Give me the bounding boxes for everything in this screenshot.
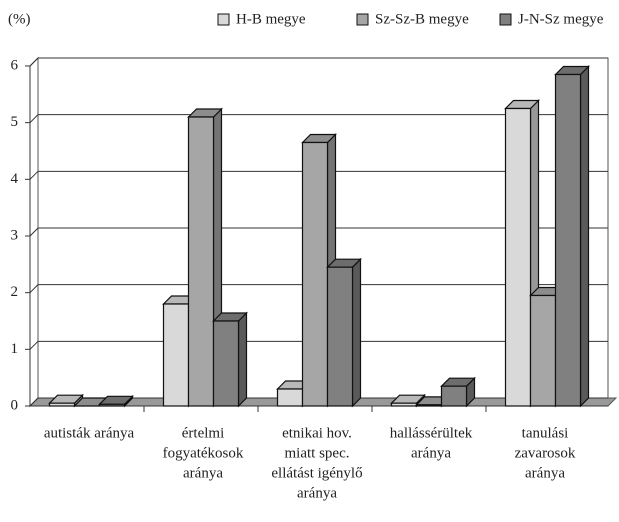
- bar-front: [276, 388, 304, 407]
- grid-line: [29, 284, 608, 294]
- legend-swatch: [217, 13, 230, 26]
- x-tick-label: etnikai hov.: [282, 425, 352, 441]
- y-tick-label: 3: [11, 227, 19, 243]
- bar: [98, 394, 134, 408]
- x-tick-label: aránya: [411, 445, 451, 461]
- x-tick-label: aránya: [525, 465, 565, 481]
- y-tick-label: 6: [11, 57, 19, 73]
- y-tick-label: 4: [11, 171, 19, 187]
- bar-front: [504, 107, 532, 407]
- bar-front: [326, 266, 354, 407]
- grid-line: [29, 340, 608, 350]
- legend-swatch: [356, 13, 369, 26]
- y-axis-label: (%): [8, 11, 31, 27]
- grid-line: [29, 170, 608, 180]
- bar-front: [187, 116, 215, 407]
- x-tick-label: zavarosok: [515, 445, 576, 461]
- grid-line: [29, 227, 608, 237]
- legend-label: J-N-Sz megye: [518, 11, 604, 27]
- y-tick-label: 2: [11, 284, 19, 300]
- x-tick-label: tanulási: [522, 425, 569, 441]
- x-tick-label: értelmi: [182, 425, 224, 441]
- bar-front: [415, 404, 443, 407]
- x-tick-label: aránya: [183, 465, 223, 481]
- y-tick-label: 5: [11, 114, 19, 130]
- bar-side: [351, 257, 362, 408]
- bar: [326, 257, 362, 408]
- bar: [212, 311, 248, 408]
- bar-side: [579, 65, 590, 408]
- bar-front: [162, 303, 190, 407]
- x-tick-label: miatt spec.: [285, 445, 350, 461]
- bar-side: [237, 311, 248, 408]
- legend-label: Sz-Sz-B megye: [375, 11, 469, 27]
- bar-front: [390, 402, 418, 407]
- y-tick-label: 0: [11, 397, 19, 413]
- y-tick-label: 1: [11, 341, 19, 357]
- legend-label: H-B megye: [236, 11, 306, 27]
- bar-front: [301, 141, 329, 407]
- grid-line: [29, 57, 608, 67]
- x-tick-label: aránya: [297, 485, 337, 501]
- bar-front: [48, 402, 76, 407]
- legend-swatch: [499, 13, 512, 26]
- grid-line: [29, 114, 608, 124]
- bar-front: [98, 403, 126, 407]
- bar: [440, 376, 476, 408]
- bar-front: [529, 294, 557, 407]
- bar-front: [212, 320, 240, 407]
- x-tick-label: autisták aránya: [44, 425, 135, 441]
- bar-front: [554, 73, 582, 407]
- x-tick-label: hallássérültek: [390, 425, 473, 441]
- x-tick-label: ellátást igénylő: [271, 465, 362, 481]
- x-tick-label: fogyatékosok: [163, 445, 244, 461]
- bar: [554, 65, 590, 408]
- bar-front: [440, 385, 468, 407]
